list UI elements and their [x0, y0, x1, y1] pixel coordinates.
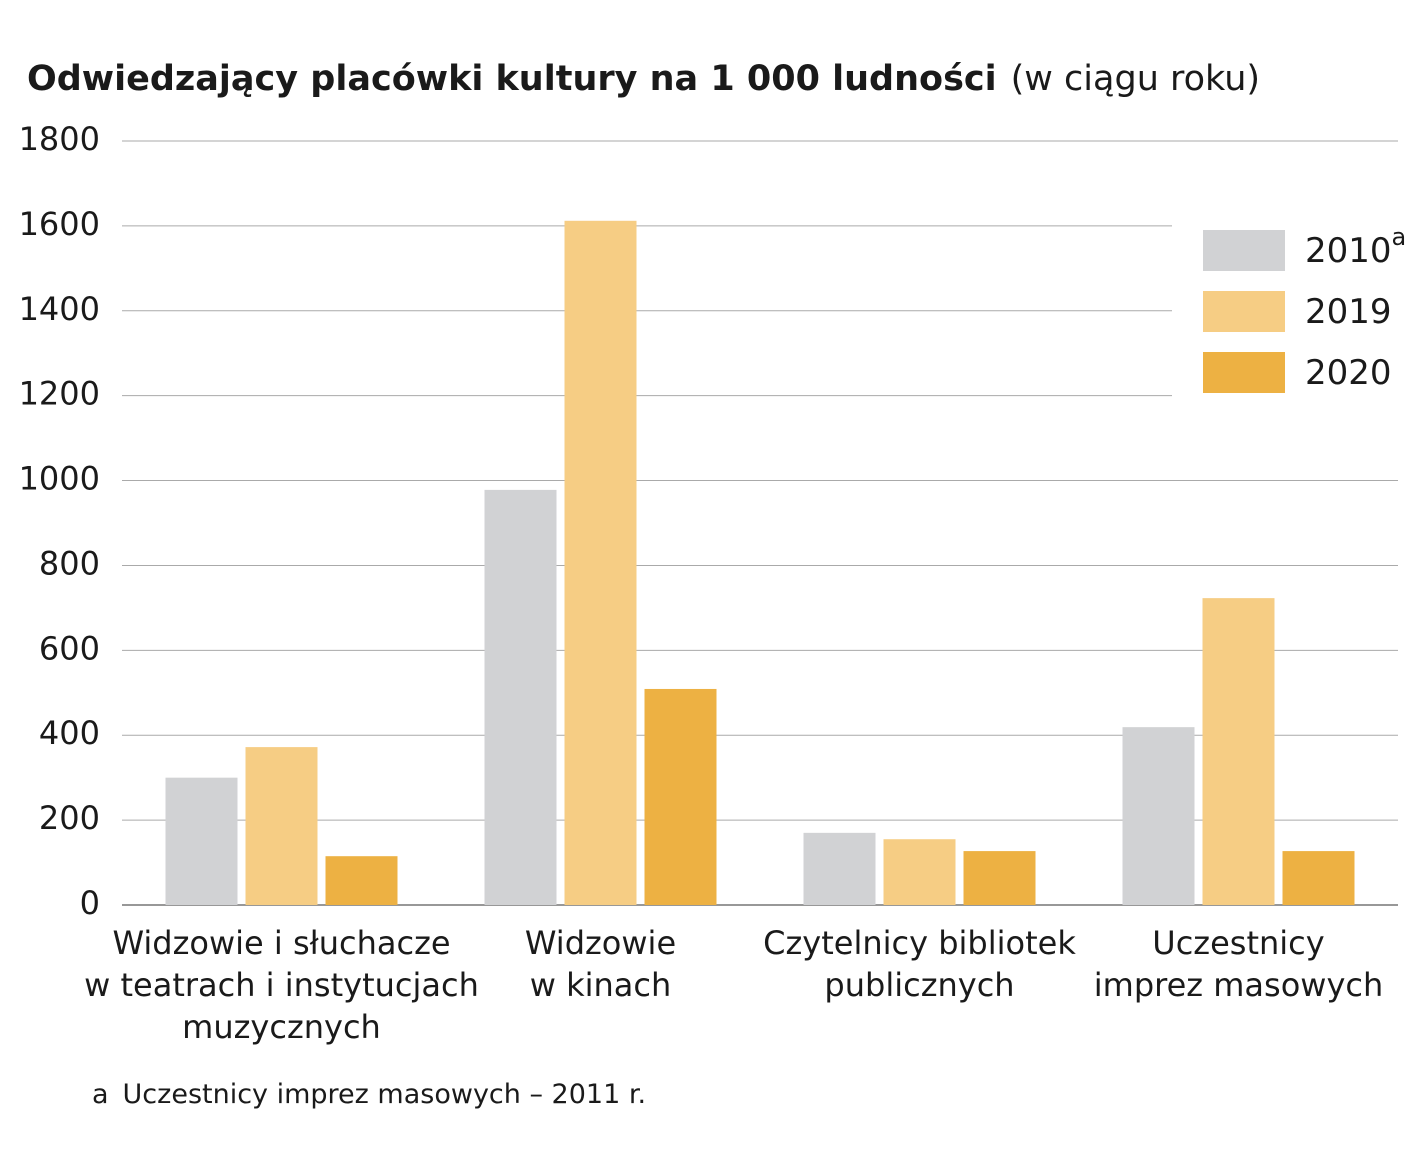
x-tick-label: Widzowie [525, 924, 676, 962]
x-tick-label: Czytelnicy bibliotek [763, 924, 1076, 962]
legend-label: 2010a [1305, 223, 1406, 271]
bar [1282, 851, 1355, 905]
bar [644, 688, 717, 905]
legend-name: 2010 [1305, 231, 1392, 271]
x-tick-label: Uczestnicy [1152, 924, 1324, 962]
y-tick-label: 1400 [19, 290, 100, 328]
x-tick-label: Widzowie i słuchacze [112, 924, 450, 962]
bar [165, 777, 238, 905]
bar [325, 856, 398, 905]
y-tick-label: 0 [80, 884, 100, 922]
legend-note: a [1392, 223, 1407, 251]
chart-title: Odwiedzający placówki kultury na 1 000 l… [27, 59, 997, 99]
y-tick-label: 400 [39, 714, 100, 752]
bar [245, 747, 318, 905]
x-tick-label: publicznych [824, 966, 1014, 1004]
bar [963, 851, 1036, 905]
y-tick-label: 600 [39, 629, 100, 667]
footnote: a Uczestnicy imprez masowych – 2011 r. [92, 1079, 646, 1110]
legend-swatch [1203, 230, 1285, 271]
x-tick-label: w kinach [530, 966, 672, 1004]
legend-name: 2019 [1305, 292, 1392, 332]
y-tick-label: 1200 [19, 375, 100, 413]
y-tick-label: 1600 [19, 205, 100, 243]
x-tick-label: w teatrach i instytucjach [84, 966, 479, 1004]
bar [1122, 727, 1195, 905]
legend-label: 2019 [1305, 292, 1392, 332]
x-tick-label: imprez masowych [1094, 966, 1384, 1004]
footnote-marker: a [92, 1079, 109, 1110]
y-tick-label: 1800 [19, 120, 100, 158]
bar [564, 220, 637, 906]
y-tick-label: 200 [39, 799, 100, 837]
legend-name: 2020 [1305, 353, 1392, 393]
legend-swatch [1203, 291, 1285, 332]
chart-title-line: Odwiedzający placówki kultury na 1 000 l… [27, 59, 1260, 99]
y-tick-label: 1000 [19, 460, 100, 498]
bar [484, 489, 557, 905]
legend-label: 2020 [1305, 353, 1392, 393]
bar [803, 832, 876, 905]
x-tick-label: muzycznych [182, 1008, 381, 1046]
bar [883, 839, 956, 905]
bar [1202, 598, 1275, 905]
footnote-text: Uczestnicy imprez masowych – 2011 r. [123, 1079, 647, 1110]
chart-subtitle: (w ciągu roku) [1011, 59, 1260, 99]
legend-swatch [1203, 352, 1285, 393]
y-tick-label: 800 [39, 544, 100, 582]
